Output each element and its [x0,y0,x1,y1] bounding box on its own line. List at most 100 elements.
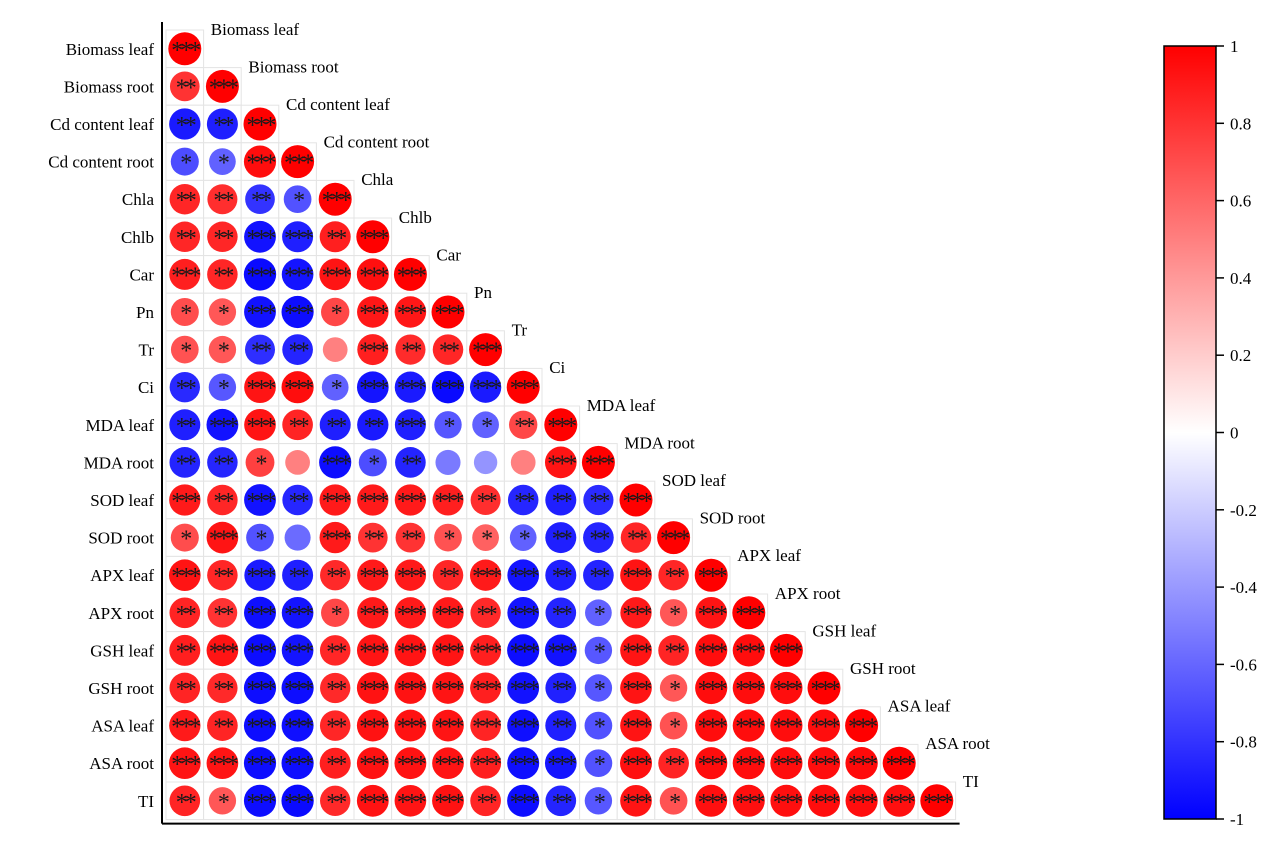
correlation-circle [207,484,238,516]
correlation-cell: *** [165,29,205,69]
correlation-cell: *** [466,367,505,407]
significance-stars: ** [326,564,346,590]
correlation-cell: *** [879,743,919,783]
significance-stars: *** [472,715,501,741]
correlation-cell: *** [503,668,543,708]
significance-stars: *** [359,263,388,289]
column-label: GSH root [850,659,916,678]
correlation-circle [208,373,237,401]
variable-labels: Biomass leaf Biomass leaf Biomass root Biom… [48,20,990,811]
significance-stars: *** [397,715,426,741]
correlation-cell: *** [391,480,430,520]
correlation-circle [209,148,236,175]
significance-stars: ** [289,489,309,515]
significance-stars: *** [698,752,727,778]
correlation-cell: *** [691,706,731,745]
colorbar-gradient [1163,45,1217,820]
correlation-circle [282,334,313,365]
significance-stars: *** [660,527,689,553]
correlation-cell: ** [203,255,242,294]
significance-stars: *** [811,677,840,703]
correlation-circle [207,221,238,253]
significance-stars: ** [289,564,309,590]
correlation-circle [620,709,652,742]
correlation-cell: ** [315,706,355,745]
significance-stars: *** [435,752,464,778]
significance-stars: *** [585,451,614,477]
correlation-cell: *** [616,743,656,783]
correlation-circle [472,524,499,551]
correlation-circle [770,671,803,705]
correlation-circle [283,185,312,214]
significance-stars: ** [213,602,233,628]
correlation-cell: ** [203,104,242,144]
significance-stars: *** [247,414,276,440]
significance-stars: *** [848,715,877,741]
correlation-circle [206,521,239,554]
significance-stars: *** [284,151,313,177]
correlation-cell: *** [428,593,468,633]
significance-stars: ** [251,339,271,365]
significance-stars: ** [213,113,233,139]
significance-stars: ** [176,639,196,665]
correlation-circle [170,297,199,327]
significance-stars: ** [213,188,233,214]
correlation-cell: * [240,443,280,482]
significance-stars: *** [284,752,313,778]
correlation-circle [320,672,351,704]
correlation-cell: ** [654,743,693,783]
correlation-circle [356,672,389,704]
correlation-cell: *** [466,631,505,670]
significance-stars: *** [247,151,276,177]
correlation-cell: * [315,593,355,633]
correlation-circle [207,259,238,290]
correlation-cell [428,443,468,482]
correlation-circle [507,672,540,704]
correlation-circle [659,711,688,740]
correlation-circle [545,710,577,742]
column-label: Chlb [399,208,432,227]
correlation-circle [168,32,202,66]
correlation-cell: *** [691,593,731,633]
correlation-circle [244,334,276,365]
significance-stars: *** [171,715,200,741]
correlation-cell: *** [240,781,280,821]
correlation-cell: *** [466,668,505,708]
correlation-cell: *** [428,631,468,670]
correlation-circle [207,447,238,478]
correlation-circle [507,596,540,629]
correlation-circle [584,749,613,778]
correlation-cell: ** [203,593,242,633]
significance-stars: *** [698,564,727,590]
correlation-cell: ** [315,555,355,595]
correlation-cell: *** [428,781,468,821]
correlation-circle [732,747,765,780]
correlation-cell: ** [466,781,505,821]
correlation-circle [169,183,201,215]
correlation-cell: *** [842,781,881,821]
significance-stars: *** [435,602,464,628]
correlation-circle [170,335,199,364]
correlation-circle [695,671,728,705]
significance-stars: *** [284,226,313,252]
correlation-cell: *** [353,743,393,783]
significance-stars: ** [477,602,497,628]
column-label: Biomass root [248,57,338,76]
significance-stars: *** [735,602,764,628]
significance-stars: *** [397,376,426,402]
significance-stars: ** [552,527,572,553]
correlation-cell: * [203,781,242,821]
correlation-cell: *** [353,292,393,332]
correlation-cell: * [240,518,280,557]
correlation-cell: *** [278,292,317,332]
correlation-cell: ** [165,179,205,219]
correlation-circle [507,559,540,592]
correlation-cell: ** [391,443,430,482]
correlation-circle [732,596,766,630]
significance-stars: *** [359,339,388,365]
correlation-cell: *** [391,706,430,745]
correlation-circle [470,634,502,666]
significance-stars: ** [176,790,196,816]
correlation-circle [206,634,239,667]
